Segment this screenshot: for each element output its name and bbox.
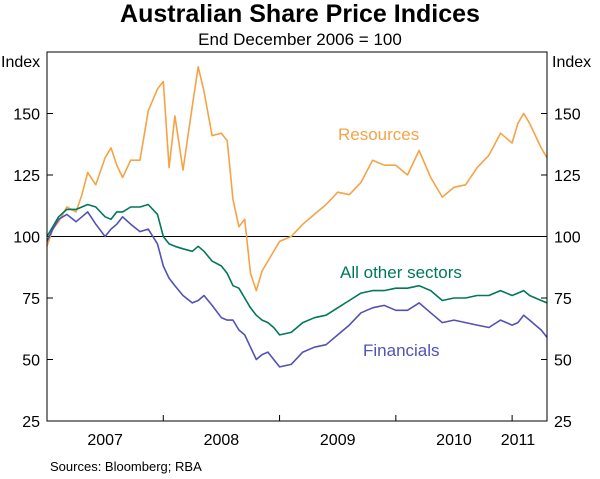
y-axis-title-right: Index	[552, 54, 591, 71]
chart-title: Australian Share Price Indices	[120, 0, 480, 28]
label-resources: Resources	[338, 125, 419, 144]
y-tick-label-left: 25	[22, 414, 40, 431]
plot-frame	[46, 51, 548, 422]
y-tick-label-left: 125	[13, 168, 40, 185]
x-tick-label: 2007	[87, 432, 123, 449]
y-tick-label-left: 150	[13, 107, 40, 124]
y-tick-label-left: 100	[13, 230, 40, 247]
x-tick-label: 2011	[501, 432, 536, 449]
y-tick-label-right: 25	[554, 414, 572, 431]
y-tick-label-right: 125	[554, 168, 581, 185]
tick-group: 25 25 50 50 75 75 100 100 125 125 150 150 2007 2008 20…	[13, 107, 581, 450]
y-tick-label-left: 50	[22, 353, 40, 370]
y-axis-title-left: Index	[1, 54, 40, 71]
series-line-financials	[46, 211, 548, 368]
y-tick-label-right: 50	[554, 353, 572, 370]
y-tick-label-right: 150	[554, 107, 581, 124]
series-label-group: Resources All other sectors Financials	[338, 125, 462, 360]
label-all-other-sectors: All other sectors	[340, 263, 462, 282]
series-line-all-other-sectors	[46, 203, 548, 336]
chart-subtitle: End December 2006 = 100	[198, 30, 402, 49]
y-tick-label-left: 75	[22, 291, 40, 308]
y-tick-label-right: 100	[554, 230, 581, 247]
x-tick-label: 2008	[204, 432, 240, 449]
source-note: Sources: Bloomberg; RBA	[50, 459, 202, 474]
series-line-resources	[46, 66, 548, 292]
label-financials: Financials	[363, 341, 440, 360]
y-tick-label-right: 75	[554, 291, 572, 308]
series-group	[46, 66, 548, 368]
x-tick-label: 2009	[320, 432, 356, 449]
x-tick-label: 2010	[436, 432, 472, 449]
